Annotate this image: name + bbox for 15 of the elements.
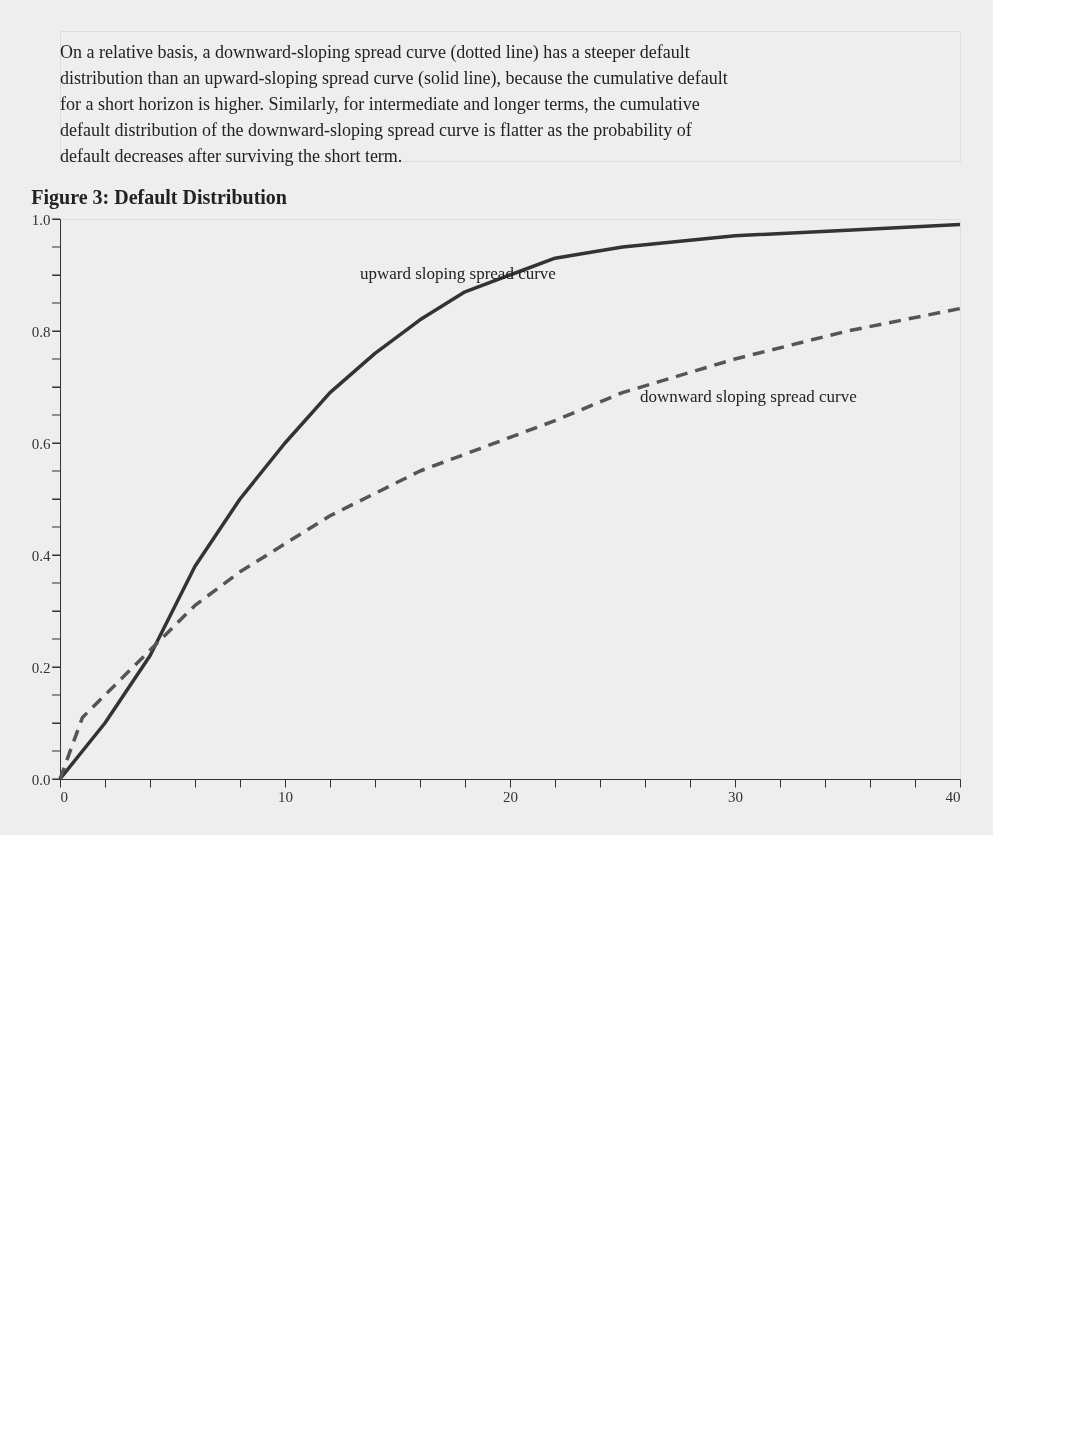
chart-title: Figure 3: Default Distribution [31,186,287,209]
text: On a relative basis, a downward-sloping spread curve (dotted line) has a steeper default distribution than an upward-sloping spread curve (solid line), because the cumulative default for a short horizon is higher. Similarly, for intermediate and longer terms, the cumulative default distribution of the downward-sloping spread curve is flatter as the probability of default decreases after surviving the short term. [60,42,728,166]
x-tick-label: 30 [728,788,743,805]
x-tick-label: 40 [945,788,961,805]
y-tick-label: 0.4 [31,547,51,564]
x-tick-label: 0 [60,788,68,805]
x-tick-label: 10 [278,788,293,805]
annotation: downward sloping spread curve [640,387,857,406]
y-tick-label: 0.2 [31,659,51,676]
y-tick-label: 1.0 [31,211,51,228]
y-tick-label: 0.6 [31,435,51,452]
y-tick-label: 0.0 [31,771,51,788]
annotation: upward sloping spread curve [360,264,556,283]
x-tick-label: 20 [503,788,518,805]
y-tick-label: 0.8 [31,323,51,340]
